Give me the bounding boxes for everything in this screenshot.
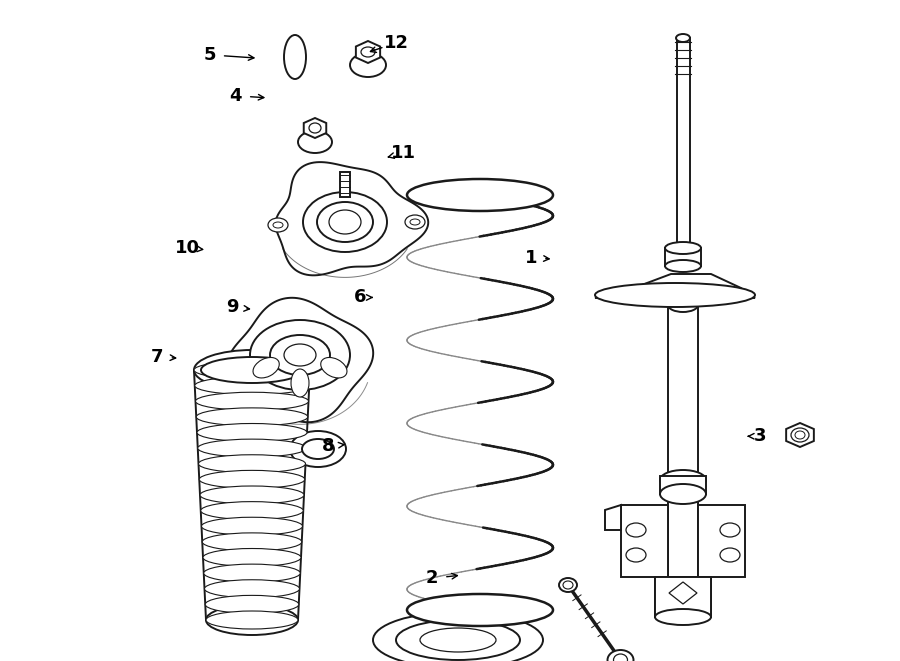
Ellipse shape <box>655 609 711 625</box>
Ellipse shape <box>198 439 306 457</box>
Polygon shape <box>621 505 668 577</box>
Ellipse shape <box>795 431 805 439</box>
Polygon shape <box>605 505 621 530</box>
Text: 7: 7 <box>151 348 164 366</box>
Ellipse shape <box>298 131 332 153</box>
Ellipse shape <box>665 242 701 254</box>
Ellipse shape <box>420 628 496 652</box>
Ellipse shape <box>720 523 740 537</box>
Ellipse shape <box>201 502 303 520</box>
Ellipse shape <box>660 470 706 490</box>
Text: 12: 12 <box>383 34 409 52</box>
Ellipse shape <box>791 428 809 442</box>
Ellipse shape <box>407 594 553 626</box>
Ellipse shape <box>350 53 386 77</box>
Ellipse shape <box>291 369 309 397</box>
Ellipse shape <box>720 548 740 562</box>
Text: 11: 11 <box>391 144 416 163</box>
Ellipse shape <box>206 611 298 629</box>
Ellipse shape <box>202 533 302 551</box>
Text: 9: 9 <box>226 298 239 317</box>
Bar <box>665 248 701 266</box>
Ellipse shape <box>203 564 301 582</box>
Ellipse shape <box>206 605 298 635</box>
Ellipse shape <box>660 484 706 504</box>
Ellipse shape <box>595 283 755 307</box>
Polygon shape <box>275 162 428 276</box>
Ellipse shape <box>199 455 305 473</box>
Ellipse shape <box>284 35 306 79</box>
Ellipse shape <box>197 424 307 442</box>
Ellipse shape <box>665 260 701 272</box>
Ellipse shape <box>290 431 346 467</box>
Ellipse shape <box>205 596 299 613</box>
Bar <box>677 38 690 253</box>
Ellipse shape <box>203 549 301 566</box>
Text: 5: 5 <box>203 46 216 64</box>
Bar <box>660 476 706 494</box>
Text: 6: 6 <box>354 288 366 307</box>
Bar <box>655 577 711 617</box>
Ellipse shape <box>204 580 300 598</box>
Ellipse shape <box>194 377 310 395</box>
Polygon shape <box>786 423 814 447</box>
Ellipse shape <box>303 192 387 252</box>
Text: 4: 4 <box>230 87 242 105</box>
Ellipse shape <box>407 179 553 211</box>
Bar <box>668 305 698 550</box>
Ellipse shape <box>195 392 309 410</box>
Ellipse shape <box>614 654 627 661</box>
Ellipse shape <box>284 344 316 366</box>
Text: 8: 8 <box>322 437 335 455</box>
Text: 10: 10 <box>175 239 200 257</box>
Ellipse shape <box>202 518 302 535</box>
Ellipse shape <box>309 123 321 133</box>
Ellipse shape <box>320 358 347 378</box>
Ellipse shape <box>317 202 373 242</box>
Polygon shape <box>669 582 697 604</box>
Ellipse shape <box>199 471 305 488</box>
Ellipse shape <box>253 358 279 378</box>
Text: 2: 2 <box>426 569 438 588</box>
Ellipse shape <box>676 34 690 42</box>
Ellipse shape <box>626 523 646 537</box>
Polygon shape <box>227 298 374 422</box>
Ellipse shape <box>270 335 330 375</box>
Ellipse shape <box>196 408 308 426</box>
Ellipse shape <box>396 620 520 660</box>
Ellipse shape <box>563 581 573 589</box>
Polygon shape <box>595 274 755 298</box>
Ellipse shape <box>268 218 288 232</box>
Ellipse shape <box>329 210 361 234</box>
Ellipse shape <box>302 439 334 459</box>
Ellipse shape <box>405 215 425 229</box>
Ellipse shape <box>273 222 283 228</box>
Ellipse shape <box>194 350 310 390</box>
Text: 1: 1 <box>525 249 537 267</box>
Ellipse shape <box>410 219 420 225</box>
Ellipse shape <box>608 650 634 661</box>
Ellipse shape <box>668 298 698 312</box>
Bar <box>668 497 698 577</box>
Text: 3: 3 <box>754 427 767 446</box>
Ellipse shape <box>250 320 350 390</box>
Ellipse shape <box>373 612 543 661</box>
Ellipse shape <box>559 578 577 592</box>
Ellipse shape <box>361 47 375 57</box>
Ellipse shape <box>626 548 646 562</box>
Ellipse shape <box>200 486 304 504</box>
Bar <box>340 172 350 197</box>
Polygon shape <box>356 41 380 63</box>
Ellipse shape <box>194 361 310 379</box>
Ellipse shape <box>201 357 303 383</box>
Polygon shape <box>303 118 327 138</box>
Polygon shape <box>698 505 745 577</box>
